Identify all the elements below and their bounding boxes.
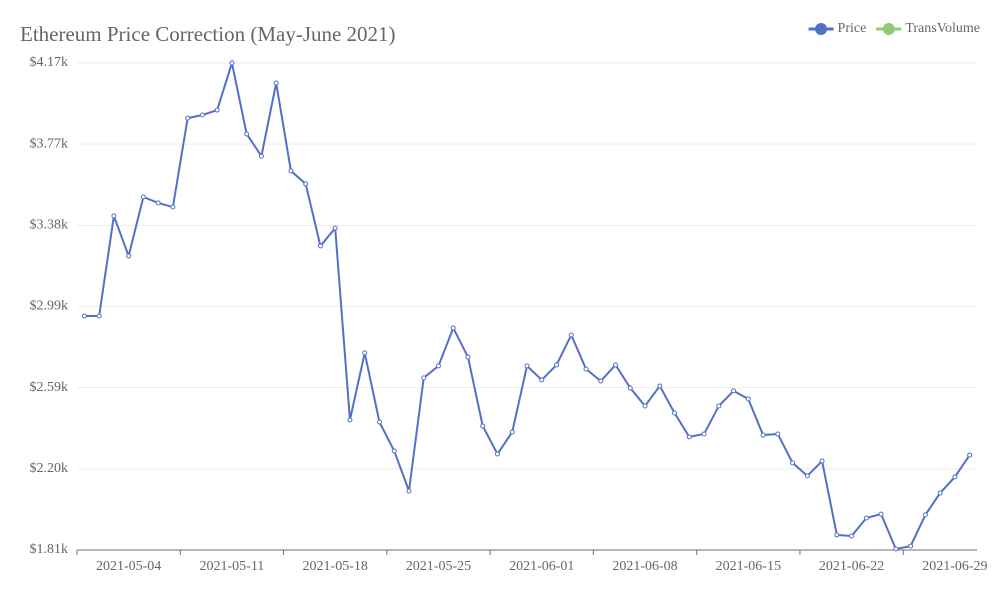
point (465, 354, 471, 360)
point (568, 332, 574, 338)
x-tick-label: 2021-06-15 (716, 559, 781, 574)
y-tick-label: $3.77k (30, 136, 69, 151)
point (790, 460, 796, 466)
point (273, 80, 279, 86)
point (642, 403, 648, 409)
point (524, 363, 530, 369)
point (819, 458, 825, 464)
point (539, 377, 545, 383)
point (672, 410, 678, 416)
legend-marker (815, 23, 828, 35)
point (111, 213, 117, 219)
y-tick-label: $2.99k (30, 299, 69, 314)
point (347, 417, 353, 423)
point (878, 511, 884, 517)
point (627, 385, 633, 391)
point (317, 243, 323, 249)
point (849, 533, 855, 539)
point (362, 350, 368, 356)
point (760, 432, 766, 438)
point (244, 131, 250, 137)
point (494, 451, 500, 457)
point (804, 473, 810, 479)
point (288, 168, 294, 174)
point (435, 363, 441, 369)
x-tick-label: 2021-05-18 (303, 559, 368, 574)
point (391, 448, 397, 454)
point (480, 423, 486, 429)
point (657, 383, 663, 389)
point (937, 490, 943, 496)
point (583, 366, 589, 372)
point (229, 60, 235, 66)
point (863, 515, 869, 521)
x-tick-label: 2021-05-25 (406, 559, 471, 574)
point (731, 388, 737, 394)
y-tick-label: $4.17k (30, 55, 69, 70)
point (421, 375, 427, 381)
y-tick-label: $1.81k (30, 542, 69, 557)
y-tick-label: $2.20k (30, 461, 69, 476)
chart-title: Ethereum Price Correction (May-June 2021… (20, 22, 396, 46)
legend: TransVolume Price (808, 21, 980, 36)
point (908, 543, 914, 549)
y-tick-label: $2.59k (30, 380, 69, 395)
x-tick-label: 2021-05-11 (200, 559, 265, 574)
point (598, 378, 604, 384)
legend-label: TransVolume (905, 21, 980, 36)
point (745, 396, 751, 402)
point (303, 181, 309, 187)
point (214, 107, 220, 113)
series-line (84, 59, 971, 551)
legend-label: Price (838, 21, 867, 36)
point (140, 194, 146, 200)
point (834, 532, 840, 538)
point (613, 362, 619, 368)
point (893, 546, 899, 552)
x-tick-label: 2021-06-08 (612, 559, 677, 574)
point (554, 362, 560, 368)
point (967, 452, 973, 458)
point (509, 429, 515, 435)
y-tick-label: $3.38k (30, 218, 69, 233)
point (922, 512, 928, 518)
point (332, 225, 338, 231)
point (406, 488, 412, 494)
point (199, 112, 205, 118)
point (185, 115, 191, 121)
x-tick-label: 2021-06-22 (819, 559, 884, 574)
legend-marker (882, 23, 895, 35)
point (96, 313, 102, 319)
point (376, 419, 382, 425)
x-tick-label: 2021-06-01 (509, 559, 574, 574)
point (170, 204, 176, 210)
point (258, 153, 264, 159)
point (450, 325, 456, 331)
point (716, 403, 722, 409)
point (81, 313, 87, 319)
x-tick-label: 2021-06-29 (922, 559, 987, 574)
point (155, 200, 161, 206)
point (686, 434, 692, 440)
point (775, 431, 781, 437)
x-tick-label: 2021-05-04 (96, 559, 161, 574)
point (126, 253, 132, 259)
point (701, 431, 707, 437)
point (952, 474, 958, 480)
